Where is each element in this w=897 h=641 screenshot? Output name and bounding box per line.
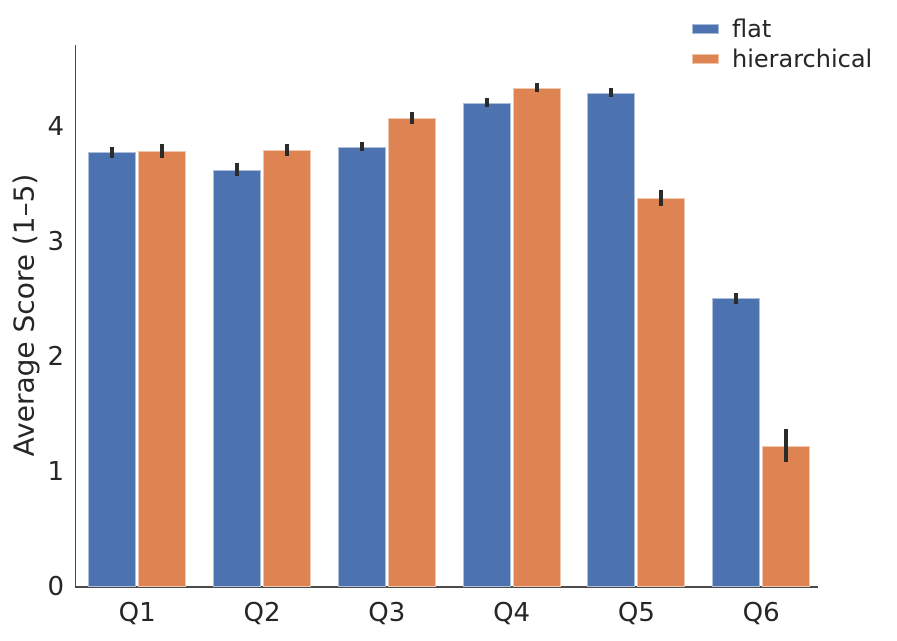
legend-swatch-hierarchical-icon bbox=[692, 54, 719, 64]
y-tick-label: 3 bbox=[47, 227, 64, 257]
bar-hierarchical-q5 bbox=[637, 198, 686, 587]
bar-flat-q6 bbox=[712, 298, 761, 587]
y-axis-spine bbox=[75, 45, 77, 587]
legend-item-hierarchical: hierarchical bbox=[692, 44, 872, 74]
y-axis-label: Average Score (1–5) bbox=[7, 173, 41, 457]
error-bar-hierarchical-q1 bbox=[160, 144, 165, 159]
y-tick-label: 4 bbox=[47, 112, 64, 142]
y-tick-label: 1 bbox=[47, 457, 64, 487]
error-bar-hierarchical-q5 bbox=[659, 190, 664, 207]
error-bar-hierarchical-q2 bbox=[285, 144, 289, 156]
x-tick-label-q6: Q6 bbox=[742, 598, 780, 628]
y-tick-label: 2 bbox=[47, 342, 64, 372]
bar-hierarchical-q1 bbox=[138, 151, 187, 587]
bar-flat-q2 bbox=[213, 169, 261, 587]
error-bar-hierarchical-q6 bbox=[784, 429, 789, 462]
bar-flat-q3 bbox=[337, 146, 386, 587]
error-bar-flat-q1 bbox=[110, 146, 115, 159]
legend-label-flat: flat bbox=[732, 15, 772, 43]
legend: flat hierarchical bbox=[692, 14, 872, 74]
x-axis-spine bbox=[75, 586, 818, 588]
x-tick-label-q2: Q2 bbox=[243, 598, 281, 628]
legend-label-hierarchical: hierarchical bbox=[732, 45, 873, 73]
bar-flat-q1 bbox=[88, 152, 137, 587]
bar-hierarchical-q3 bbox=[387, 117, 436, 587]
error-bar-flat-q3 bbox=[359, 141, 364, 152]
bar-hierarchical-q4 bbox=[512, 87, 561, 587]
y-tick-label: 0 bbox=[47, 572, 64, 602]
error-bar-hierarchical-q4 bbox=[534, 83, 539, 93]
error-bar-flat-q2 bbox=[235, 162, 239, 177]
x-tick-label-q5: Q5 bbox=[617, 598, 655, 628]
bar-flat-q4 bbox=[462, 102, 511, 587]
error-bar-hierarchical-q3 bbox=[409, 112, 414, 124]
x-tick-label-q1: Q1 bbox=[118, 598, 156, 628]
bar-hierarchical-q2 bbox=[263, 150, 311, 587]
x-tick-label-q3: Q3 bbox=[368, 598, 406, 628]
x-tick-label-q4: Q4 bbox=[493, 598, 531, 628]
legend-swatch-flat-icon bbox=[692, 24, 719, 34]
error-bar-flat-q5 bbox=[609, 87, 614, 98]
error-bar-flat-q4 bbox=[484, 98, 489, 108]
legend-item-flat: flat bbox=[692, 14, 872, 44]
bar-flat-q5 bbox=[587, 92, 636, 587]
bar-hierarchical-q6 bbox=[762, 445, 811, 587]
error-bar-flat-q6 bbox=[734, 292, 739, 305]
